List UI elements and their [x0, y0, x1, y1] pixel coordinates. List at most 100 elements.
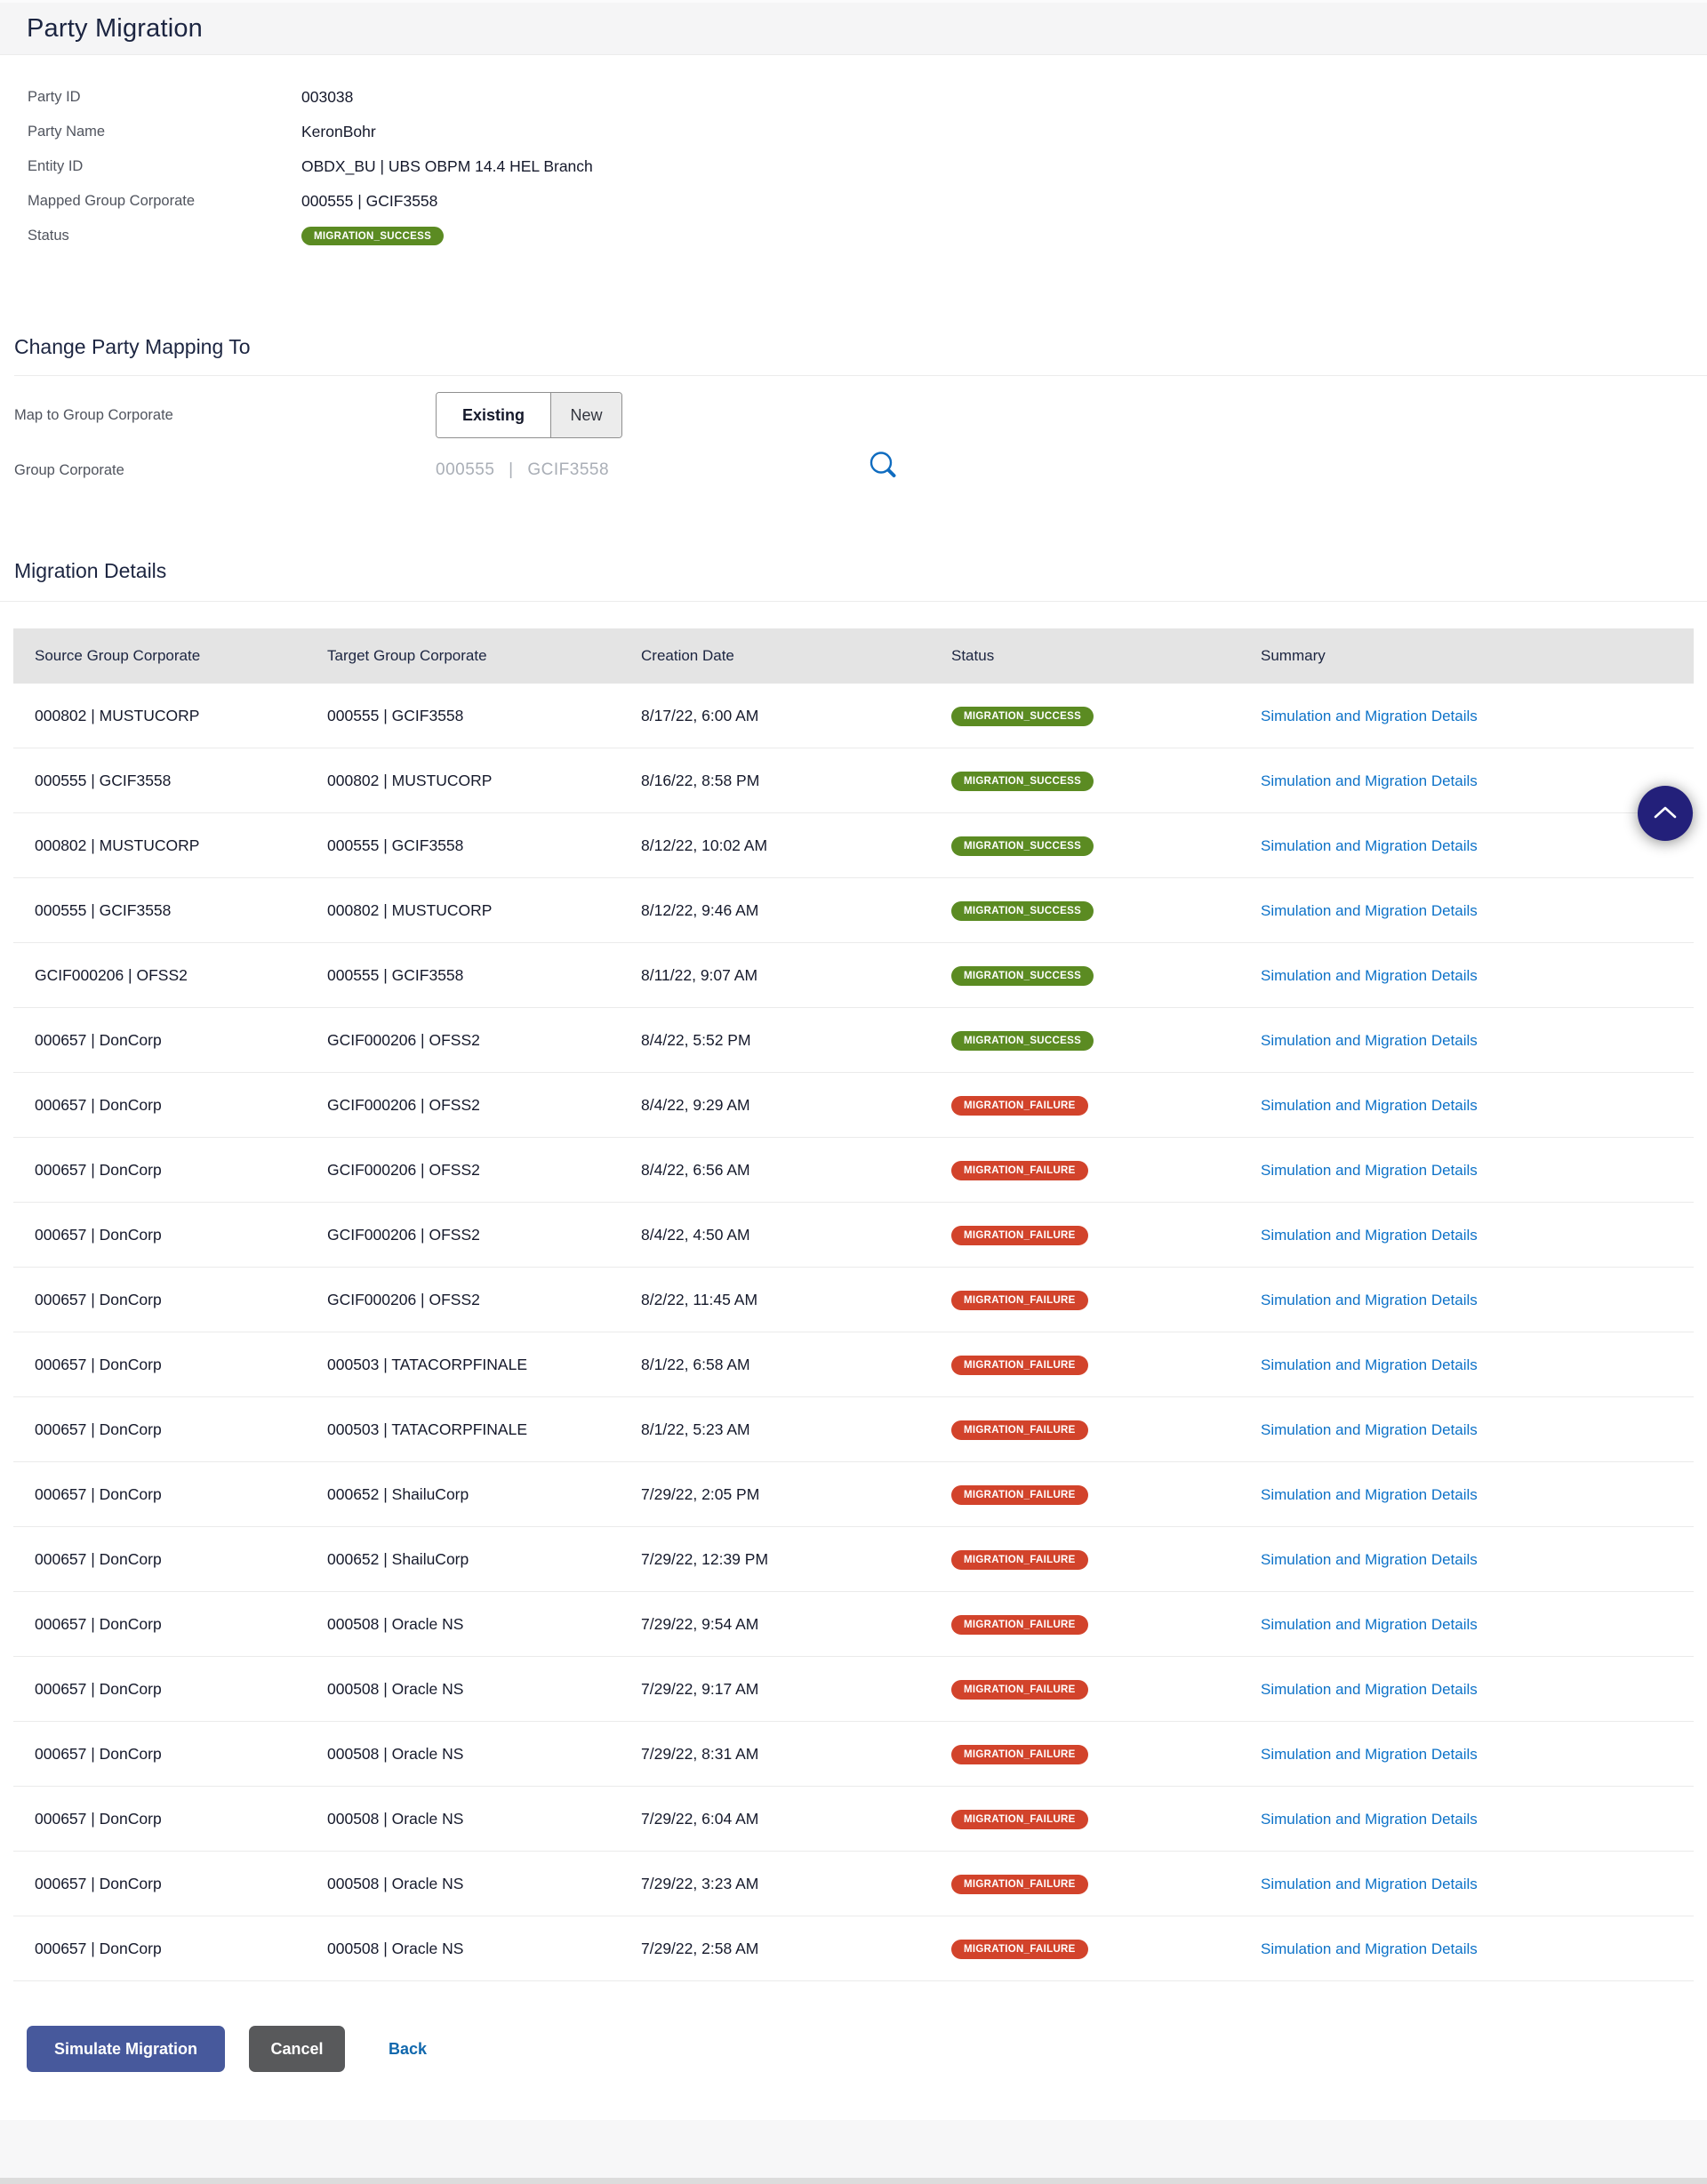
simulation-and-migration-details-link[interactable]: Simulation and Migration Details: [1261, 1810, 1478, 1828]
creation-date-cell: 7/29/22, 12:39 PM: [641, 1526, 951, 1592]
source-group-corporate-cell: 000657 | DonCorp: [13, 1332, 327, 1397]
cancel-button[interactable]: Cancel: [249, 2026, 345, 2072]
source-group-corporate-cell: 000657 | DonCorp: [13, 1396, 327, 1462]
simulation-and-migration-details-link[interactable]: Simulation and Migration Details: [1261, 1485, 1478, 1503]
target-group-corporate-cell: 000555 | GCIF3558: [327, 942, 641, 1008]
simulation-and-migration-details-link[interactable]: Simulation and Migration Details: [1261, 1291, 1478, 1308]
target-group-corporate-cell: 000652 | ShailuCorp: [327, 1461, 641, 1527]
status-badge: MIGRATION_SUCCESS: [301, 226, 445, 246]
target-group-corporate-cell: 000508 | Oracle NS: [327, 1721, 641, 1787]
status-cell: MIGRATION_FAILURE: [951, 1461, 1261, 1527]
party-id-row: Party ID 003038: [28, 80, 1707, 115]
group-corporate-search-button[interactable]: [866, 449, 902, 484]
mapped-group-corporate-label: Mapped Group Corporate: [28, 193, 196, 209]
simulation-and-migration-details-link[interactable]: Simulation and Migration Details: [1261, 1420, 1478, 1438]
status-badge: MIGRATION_SUCCESS: [951, 836, 1094, 856]
table-row: 000657 | DonCorp 000508 | Oracle NS 7/29/2…: [13, 1591, 1694, 1657]
creation-date-cell: 8/16/22, 8:58 PM: [641, 748, 951, 813]
party-id-label: Party ID: [28, 89, 81, 105]
simulation-and-migration-details-link[interactable]: Simulation and Migration Details: [1261, 1226, 1478, 1244]
source-group-corporate-cell: GCIF000206 | OFSS2: [13, 942, 327, 1008]
table-row: 000802 | MUSTUCORP 000555 | GCIF3558 8/17/…: [13, 684, 1694, 748]
status-cell: MIGRATION_SUCCESS: [951, 748, 1261, 813]
target-group-corporate-cell: 000508 | Oracle NS: [327, 1851, 641, 1916]
simulation-and-migration-details-link[interactable]: Simulation and Migration Details: [1261, 901, 1478, 919]
table-row: 000657 | DonCorp GCIF000206 | OFSS2 8/4/22…: [13, 1007, 1694, 1073]
summary-cell: Simulation and Migration Details: [1261, 812, 1694, 878]
summary-cell: Simulation and Migration Details: [1261, 1851, 1694, 1916]
status-cell: MIGRATION_FAILURE: [951, 1526, 1261, 1592]
mapped-group-corporate-row: Mapped Group Corporate 000555 | GCIF3558: [28, 184, 1707, 219]
entity-id-label: Entity ID: [28, 158, 84, 174]
target-group-corporate-cell: GCIF000206 | OFSS2: [327, 1007, 641, 1073]
creation-date-cell: 8/4/22, 4:50 AM: [641, 1202, 951, 1268]
status-badge: MIGRATION_FAILURE: [951, 1096, 1088, 1116]
back-link[interactable]: Back: [389, 2039, 428, 2058]
source-group-corporate-cell: 000657 | DonCorp: [13, 1461, 327, 1527]
simulation-and-migration-details-link[interactable]: Simulation and Migration Details: [1261, 1680, 1478, 1698]
simulation-and-migration-details-link[interactable]: Simulation and Migration Details: [1261, 707, 1478, 724]
target-group-corporate-cell: GCIF000206 | OFSS2: [327, 1072, 641, 1138]
summary-cell: Simulation and Migration Details: [1261, 1332, 1694, 1397]
creation-date-cell: 8/17/22, 6:00 AM: [641, 684, 951, 748]
simulation-and-migration-details-link[interactable]: Simulation and Migration Details: [1261, 1031, 1478, 1049]
creation-date-cell: 8/11/22, 9:07 AM: [641, 942, 951, 1008]
page-footer: [0, 2120, 1707, 2184]
status-cell: MIGRATION_SUCCESS: [951, 942, 1261, 1008]
status-cell: MIGRATION_FAILURE: [951, 1916, 1261, 1981]
creation-date-cell: 7/29/22, 9:54 AM: [641, 1591, 951, 1657]
status-cell: MIGRATION_FAILURE: [951, 1786, 1261, 1852]
simulation-and-migration-details-link[interactable]: Simulation and Migration Details: [1261, 1550, 1478, 1568]
target-group-corporate-cell: 000802 | MUSTUCORP: [327, 877, 641, 943]
simulation-and-migration-details-link[interactable]: Simulation and Migration Details: [1261, 1875, 1478, 1892]
toggle-existing-button[interactable]: Existing: [437, 393, 550, 437]
simulation-and-migration-details-link[interactable]: Simulation and Migration Details: [1261, 1096, 1478, 1114]
summary-cell: Simulation and Migration Details: [1261, 1137, 1694, 1203]
source-group-corporate-cell: 000657 | DonCorp: [13, 1007, 327, 1073]
simulation-and-migration-details-link[interactable]: Simulation and Migration Details: [1261, 1940, 1478, 1957]
source-group-corporate-cell: 000657 | DonCorp: [13, 1202, 327, 1268]
status-badge: MIGRATION_FAILURE: [951, 1680, 1088, 1700]
simulation-and-migration-details-link[interactable]: Simulation and Migration Details: [1261, 836, 1478, 854]
status-cell: MIGRATION_FAILURE: [951, 1396, 1261, 1462]
creation-date-cell: 7/29/22, 6:04 AM: [641, 1786, 951, 1852]
summary-cell: Simulation and Migration Details: [1261, 1396, 1694, 1462]
source-group-corporate-cell: 000657 | DonCorp: [13, 1916, 327, 1981]
table-row: 000657 | DonCorp 000508 | Oracle NS 7/29/2…: [13, 1656, 1694, 1722]
status-cell: MIGRATION_FAILURE: [951, 1721, 1261, 1787]
table-row: GCIF000206 | OFSS2 000555 | GCIF3558 8/11/…: [13, 942, 1694, 1008]
creation-date-cell: 7/29/22, 2:58 AM: [641, 1916, 951, 1981]
status-badge: MIGRATION_FAILURE: [951, 1356, 1088, 1375]
toggle-new-button[interactable]: New: [550, 393, 621, 437]
simulation-and-migration-details-link[interactable]: Simulation and Migration Details: [1261, 1745, 1478, 1763]
simulation-and-migration-details-link[interactable]: Simulation and Migration Details: [1261, 1356, 1478, 1373]
creation-date-cell: 8/4/22, 6:56 AM: [641, 1137, 951, 1203]
target-group-corporate-cell: 000652 | ShailuCorp: [327, 1526, 641, 1592]
table-row: 000657 | DonCorp 000503 | TATACORPFINALE 8…: [13, 1396, 1694, 1462]
summary-cell: Simulation and Migration Details: [1261, 748, 1694, 813]
migration-details-section: Migration Details Source Group Corporate…: [0, 559, 1707, 1981]
status-label: Status: [28, 228, 69, 244]
creation-date-cell: 8/1/22, 5:23 AM: [641, 1396, 951, 1462]
simulation-and-migration-details-link[interactable]: Simulation and Migration Details: [1261, 1161, 1478, 1179]
scroll-to-top-button[interactable]: [1638, 786, 1693, 841]
simulation-and-migration-details-link[interactable]: Simulation and Migration Details: [1261, 1615, 1478, 1633]
status-badge: MIGRATION_FAILURE: [951, 1745, 1088, 1764]
group-corporate-row: Group Corporate 000555 | GCIF3558: [14, 451, 1707, 490]
column-status: Status: [951, 628, 1261, 684]
summary-cell: Simulation and Migration Details: [1261, 877, 1694, 943]
source-group-corporate-cell: 000555 | GCIF3558: [13, 877, 327, 943]
chevron-up-icon: [1654, 805, 1677, 822]
status-badge: MIGRATION_FAILURE: [951, 1875, 1088, 1894]
divider: [14, 375, 1707, 376]
party-details-section: Party ID 003038 Party Name KeronBohr Ent…: [0, 55, 1707, 253]
party-id-value: 003038: [301, 88, 354, 106]
simulation-and-migration-details-link[interactable]: Simulation and Migration Details: [1261, 966, 1478, 984]
source-group-corporate-cell: 000657 | DonCorp: [13, 1656, 327, 1722]
status-cell: MIGRATION_FAILURE: [951, 1591, 1261, 1657]
target-group-corporate-cell: 000555 | GCIF3558: [327, 684, 641, 748]
simulate-migration-button[interactable]: Simulate Migration: [27, 2026, 225, 2072]
simulation-and-migration-details-link[interactable]: Simulation and Migration Details: [1261, 772, 1478, 789]
table-row: 000657 | DonCorp 000652 | ShailuCorp 7/29/…: [13, 1526, 1694, 1592]
summary-cell: Simulation and Migration Details: [1261, 1721, 1694, 1787]
